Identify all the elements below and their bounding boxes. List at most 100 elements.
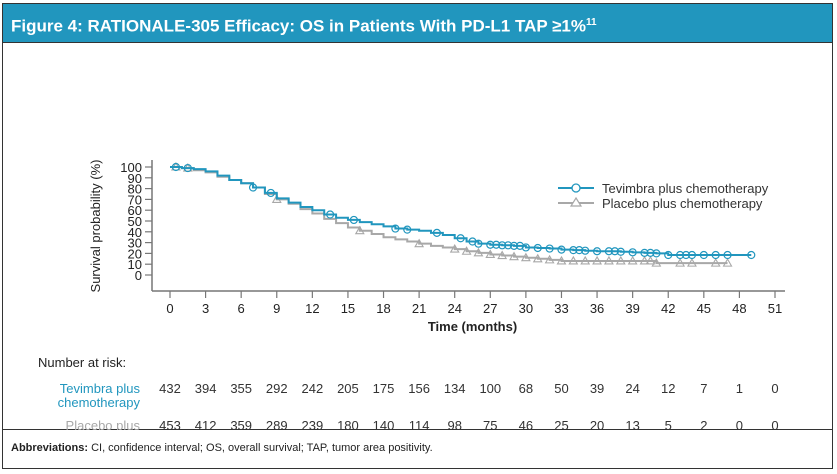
- y-tick-label: 40: [128, 225, 142, 240]
- risk-value: 98: [447, 418, 461, 430]
- censor-mark-circle: [391, 224, 400, 233]
- censor-mark-triangle: [509, 251, 519, 261]
- legend-marker-triangle: [569, 196, 583, 207]
- risk-value: 453: [159, 418, 181, 430]
- figure-title: Figure 4: RATIONALE-305 Efficacy: OS in …: [11, 16, 586, 36]
- censor-mark-triangle: [497, 250, 508, 260]
- censor-mark-circle: [675, 250, 685, 260]
- censor-mark-circle: [592, 247, 602, 256]
- censor-mark-circle: [640, 248, 649, 257]
- figure-frame: Figure 4: RATIONALE-305 Efficacy: OS in …: [2, 3, 833, 469]
- censor-mark-circle: [171, 162, 181, 172]
- censor-mark-circle: [509, 241, 519, 250]
- censor-mark-triangle: [627, 255, 638, 265]
- censor-mark-triangle: [449, 243, 460, 253]
- risk-value: 180: [337, 418, 359, 430]
- censor-mark-circle: [646, 248, 655, 257]
- risk-value: 175: [373, 381, 395, 396]
- risk-value: 359: [230, 418, 252, 430]
- y-tick-label: 80: [128, 182, 142, 197]
- censor-mark-triangle: [354, 225, 365, 235]
- risk-value: 24: [625, 381, 639, 396]
- y-tick-label: 10: [128, 257, 142, 272]
- censor-mark-circle: [503, 241, 513, 250]
- censor-mark-circle: [183, 163, 192, 173]
- censor-mark-circle: [652, 249, 661, 258]
- censor-mark-circle: [711, 250, 720, 260]
- risk-value: 7: [700, 381, 707, 396]
- censor-mark-circle: [681, 250, 691, 260]
- y-tick-label: 100: [120, 160, 142, 175]
- risk-value: 140: [373, 418, 395, 430]
- censor-mark-triangle: [592, 255, 603, 265]
- censor-mark-circle: [723, 250, 732, 260]
- risk-value: 5: [665, 418, 672, 430]
- censor-mark-triangle: [414, 238, 425, 248]
- censor-mark-triangle: [520, 252, 531, 262]
- legend-label: Tevimbra plus chemotherapy: [602, 181, 769, 196]
- risk-value: 355: [230, 381, 252, 396]
- censor-mark-circle: [456, 234, 465, 243]
- risk-value: 0: [771, 381, 778, 396]
- risk-row-label: chemotherapy: [58, 395, 141, 410]
- risk-value: 412: [195, 418, 217, 430]
- censor-mark-circle: [521, 243, 530, 252]
- risk-value: 205: [337, 381, 359, 396]
- risk-value: 100: [479, 381, 501, 396]
- censor-mark-circle: [515, 241, 525, 250]
- risk-value: 0: [771, 418, 778, 430]
- censor-mark-circle: [474, 239, 483, 248]
- risk-value: 13: [625, 418, 639, 430]
- legend-marker-circle: [571, 183, 581, 193]
- risk-value: 289: [266, 418, 288, 430]
- risk-value: 20: [590, 418, 604, 430]
- y-tick-label: 50: [128, 214, 142, 229]
- censor-mark-circle: [664, 250, 673, 260]
- censor-mark-circle: [432, 228, 442, 237]
- x-tick-label: 3: [202, 301, 209, 316]
- x-tick-label: 21: [412, 301, 426, 316]
- censor-mark-triangle: [639, 255, 650, 265]
- x-tick-label: 0: [166, 301, 173, 316]
- censor-mark-triangle: [722, 258, 733, 267]
- x-tick-label: 51: [768, 301, 782, 316]
- y-tick-label: 30: [128, 236, 142, 251]
- censor-mark-triangle: [651, 258, 662, 267]
- censor-mark-circle: [581, 246, 590, 255]
- legend-label: Placebo plus chemotherapy: [602, 196, 763, 211]
- censor-mark-circle: [616, 247, 625, 256]
- risk-value: 50: [554, 381, 568, 396]
- x-tick-label: 39: [625, 301, 639, 316]
- censor-mark-triangle: [710, 258, 721, 267]
- risk-value: 1: [736, 381, 743, 396]
- risk-value: 432: [159, 381, 181, 396]
- censor-mark-triangle: [485, 249, 496, 259]
- censor-mark-circle: [486, 240, 495, 249]
- risk-value: 68: [519, 381, 533, 396]
- censor-mark-circle: [498, 241, 507, 250]
- abbreviations-text: CI, confidence interval; OS, overall sur…: [88, 442, 433, 454]
- censor-mark-circle: [533, 243, 542, 253]
- censor-mark-triangle: [580, 255, 591, 265]
- risk-value: 25: [554, 418, 568, 430]
- y-axis-label: Survival probability (%): [88, 160, 103, 293]
- censor-mark-triangle: [532, 253, 543, 263]
- censor-mark-circle: [604, 247, 614, 256]
- censor-mark-circle: [266, 188, 275, 198]
- x-tick-label: 42: [661, 301, 675, 316]
- censor-mark-triangle: [675, 258, 686, 267]
- risk-value: 239: [302, 418, 324, 430]
- censor-mark-triangle: [544, 254, 555, 264]
- censor-mark-triangle: [603, 255, 614, 265]
- censor-mark-circle: [610, 247, 619, 256]
- censor-mark-circle: [747, 250, 756, 260]
- censor-mark-triangle: [615, 255, 626, 265]
- censor-mark-circle: [326, 210, 335, 219]
- risk-value: 114: [409, 418, 430, 430]
- y-tick-label: 0: [135, 268, 142, 283]
- x-tick-label: 9: [273, 301, 280, 316]
- risk-value: 242: [302, 381, 324, 396]
- x-axis-label: Time (months): [428, 319, 517, 334]
- figure-title-bar: Figure 4: RATIONALE-305 Efficacy: OS in …: [3, 4, 832, 43]
